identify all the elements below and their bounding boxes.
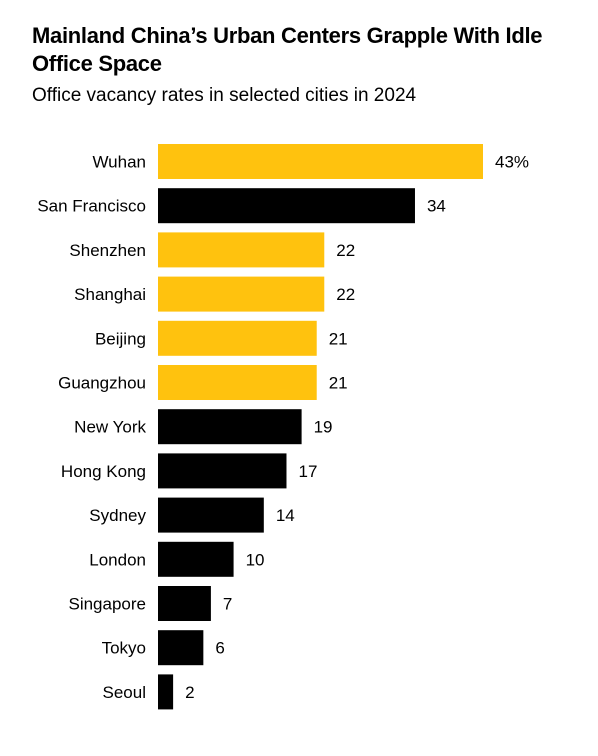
value-label-hong-kong: 17 <box>298 462 317 481</box>
category-label-san-francisco: San Francisco <box>37 197 146 216</box>
value-label-beijing: 21 <box>329 329 348 348</box>
value-label-wuhan: 43% <box>495 153 529 172</box>
category-label-sydney: Sydney <box>89 506 146 525</box>
category-label-singapore: Singapore <box>68 595 146 614</box>
bar-san-francisco <box>158 188 415 224</box>
bar-sydney <box>158 497 264 533</box>
value-label-new-york: 19 <box>314 418 333 437</box>
bar-hong-kong <box>158 453 287 489</box>
category-label-tokyo: Tokyo <box>102 639 146 658</box>
bar-shenzhen <box>158 232 325 268</box>
value-label-tokyo: 6 <box>215 639 224 658</box>
bar-guangzhou <box>158 365 317 400</box>
bar-seoul <box>158 674 174 710</box>
bar-tokyo <box>158 630 204 666</box>
bar-wuhan <box>158 144 483 179</box>
value-label-singapore: 7 <box>223 595 232 614</box>
category-label-beijing: Beijing <box>95 329 146 348</box>
value-label-london: 10 <box>246 550 265 569</box>
category-label-new-york: New York <box>74 418 146 437</box>
value-label-sydney: 14 <box>276 506 295 525</box>
bar-beijing <box>158 320 317 356</box>
chart-subtitle: Office vacancy rates in selected cities … <box>32 85 417 106</box>
value-label-shenzhen: 22 <box>336 241 355 260</box>
value-label-seoul: 2 <box>185 683 194 702</box>
bar-london <box>158 541 234 577</box>
bar-shanghai <box>158 276 325 312</box>
bar-new-york <box>158 409 302 445</box>
value-label-shanghai: 22 <box>336 285 355 304</box>
value-label-san-francisco: 34 <box>427 197 446 216</box>
category-label-shenzhen: Shenzhen <box>69 241 146 260</box>
category-label-shanghai: Shanghai <box>74 285 146 304</box>
bar-singapore <box>158 586 211 621</box>
chart-title: Mainland China’s Urban Centers Grapple W… <box>32 23 543 76</box>
category-label-guangzhou: Guangzhou <box>58 374 146 393</box>
category-label-london: London <box>89 550 146 569</box>
category-label-hong-kong: Hong Kong <box>61 462 146 481</box>
category-label-wuhan: Wuhan <box>92 153 146 172</box>
category-label-seoul: Seoul <box>103 683 146 702</box>
value-label-guangzhou: 21 <box>329 374 348 393</box>
